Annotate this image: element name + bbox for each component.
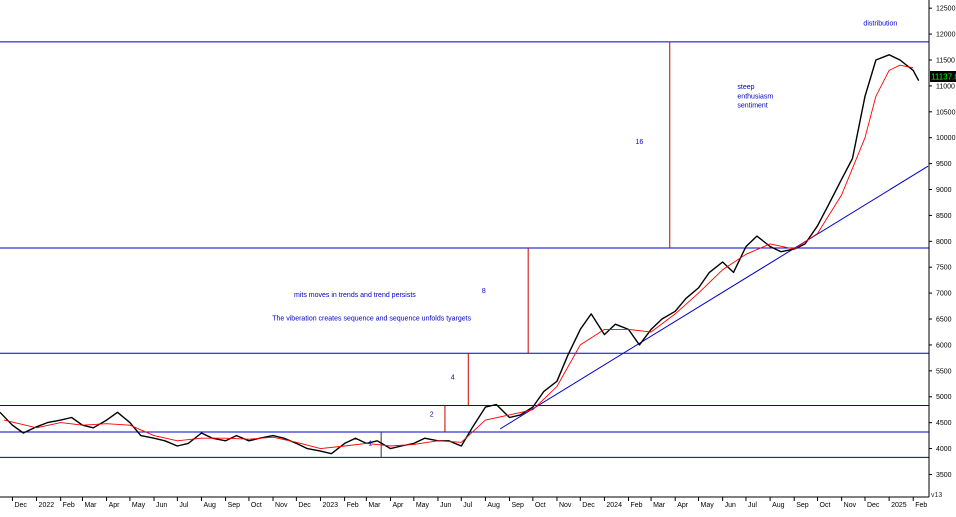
annotation-text-1: 4: [451, 375, 455, 382]
y-axis: 3500 4000 4500 5000 5500 6000 6500 7000 7500 8000…: [928, 0, 956, 497]
trendline-0: [499, 165, 929, 430]
x-tick-label-34: Oct: [820, 502, 831, 509]
annotation-text-5: mits moves in trends and trend persists: [294, 292, 416, 299]
x-tick-label-19: Jul: [463, 502, 472, 509]
y-tick-label-18: 12500: [936, 6, 956, 13]
x-tick-label-16: Apr: [392, 502, 404, 509]
x-tick-label-17: May: [416, 502, 430, 509]
x-tick-label-10: Oct: [251, 502, 262, 509]
y-tick-label-16: 11500: [936, 57, 955, 64]
projection-lines: [380, 41, 671, 458]
series-line-1: [3, 64, 914, 450]
annotation-text-10: distribution: [863, 20, 897, 27]
x-tick-label-29: May: [701, 502, 715, 509]
x-tick-label-37: 2025: [891, 502, 907, 509]
trendlines: [499, 165, 929, 430]
annotation-text-8: enthusiasm: [737, 93, 773, 100]
x-tick-label-20: Aug: [487, 502, 500, 509]
y-tick-label-7: 7000: [936, 291, 952, 298]
x-tick-label-2: Feb: [63, 502, 75, 509]
x-tick-label-8: Aug: [203, 502, 216, 509]
x-tick-label-31: Jul: [748, 502, 757, 509]
last-value-box: [930, 71, 956, 82]
annotation-text-3: 16: [636, 139, 644, 146]
x-tick-label-4: Apr: [109, 502, 121, 509]
y-tick-label-1: 4000: [936, 446, 952, 453]
x-tick-label-6: Jun: [156, 502, 167, 509]
x-tick-label-27: Mar: [653, 502, 666, 509]
x-tick-label-3: Mar: [84, 502, 97, 509]
annotation-text-0: 2: [430, 411, 434, 418]
y-tick-label-13: 10000: [936, 135, 956, 142]
x-tick-label-28: Apr: [677, 502, 689, 509]
y-tick-label-8: 7500: [936, 265, 952, 272]
annotations: 2 4 8 16 1 mits moves in trends and trend per…: [272, 20, 897, 447]
y-tick-label-2: 4500: [936, 420, 952, 427]
annotation-text-9: sentiment: [737, 103, 767, 110]
y-tick-label-5: 6000: [936, 342, 952, 349]
y-tick-label-17: 12000: [936, 32, 956, 39]
x-tick-label-30: Jun: [725, 502, 736, 509]
corner-label: v13: [931, 492, 942, 499]
x-axis: Dec 2022 Feb Mar Apr May Jun Jul Aug Sep Oct Nov Dec…: [0, 496, 929, 509]
y-tick-label-3: 5000: [936, 394, 952, 401]
series-line-0: [0, 54, 920, 455]
x-tick-label-26: Feb: [631, 502, 643, 509]
y-tick-label-15: 11000: [936, 83, 955, 90]
x-tick-label-1: 2022: [39, 502, 55, 509]
y-tick-label-9: 8000: [936, 239, 952, 246]
annotation-text-4: 1: [368, 440, 372, 447]
x-tick-label-24: Dec: [582, 502, 595, 509]
annotation-text-6: The viberation creates sequence and sequ…: [272, 316, 471, 323]
y-tick-label-14: 10500: [936, 109, 956, 116]
annotation-text-7: steep: [737, 84, 754, 91]
x-tick-label-23: Nov: [559, 502, 572, 509]
last-value-tag: 11137.8: [930, 71, 956, 82]
x-tick-label-11: Nov: [275, 502, 288, 509]
x-tick-label-0: Dec: [14, 502, 27, 509]
y-tick-label-10: 8500: [936, 213, 952, 220]
x-tick-label-21: Sep: [512, 502, 525, 509]
x-tick-label-33: Sep: [796, 502, 809, 509]
y-tick-label-6: 6500: [936, 317, 952, 324]
x-tick-label-14: Feb: [347, 502, 359, 509]
x-tick-label-7: Jul: [179, 502, 188, 509]
last-value-label: 11137.8: [931, 73, 956, 82]
x-tick-label-5: May: [132, 502, 146, 509]
x-tick-label-15: Mar: [368, 502, 381, 509]
x-tick-label-25: 2024: [606, 502, 622, 509]
y-tick-label-11: 9000: [936, 187, 952, 194]
x-tick-label-36: Dec: [867, 502, 880, 509]
x-tick-label-13: 2023: [322, 502, 338, 509]
x-tick-label-18: Jun: [440, 502, 451, 509]
annotation-text-2: 8: [482, 288, 486, 295]
y-tick-label-0: 3500: [936, 472, 952, 479]
x-tick-label-38: Feb: [915, 502, 927, 509]
series-lines: [0, 54, 920, 455]
x-tick-label-12: Dec: [298, 502, 311, 509]
support-resistance-lines: [0, 41, 929, 458]
y-tick-label-4: 5500: [936, 368, 952, 375]
x-tick-label-35: Nov: [844, 502, 857, 509]
y-tick-label-12: 9500: [936, 161, 952, 168]
x-tick-label-9: Sep: [228, 502, 241, 509]
x-tick-label-32: Aug: [772, 502, 785, 509]
x-tick-label-22: Oct: [535, 502, 546, 509]
